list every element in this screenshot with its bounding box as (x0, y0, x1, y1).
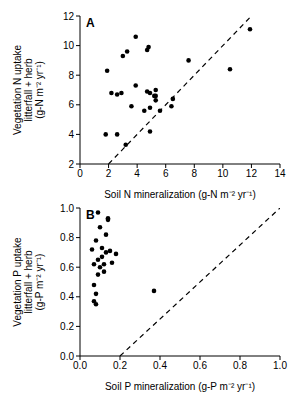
svg-text:14: 14 (274, 168, 286, 179)
svg-text:0.2: 0.2 (60, 321, 74, 332)
svg-text:0.6: 0.6 (60, 262, 74, 273)
svg-text:8: 8 (192, 168, 198, 179)
svg-text:0.0: 0.0 (60, 351, 74, 362)
svg-text:12: 12 (63, 11, 75, 22)
svg-text:1.0: 1.0 (273, 360, 287, 371)
svg-text:2: 2 (68, 159, 74, 170)
svg-text:Vegetation P uptake: Vegetation P uptake (12, 237, 23, 327)
svg-text:litterfall + herb: litterfall + herb (23, 250, 34, 314)
html-text:B: B (86, 208, 95, 222)
svg-text:1.0: 1.0 (60, 203, 74, 214)
svg-text:Soil N mineralization (g-N m⁻²: Soil N mineralization (g-N m⁻² yr⁻¹) (104, 189, 256, 200)
svg-text:2: 2 (106, 168, 112, 179)
svg-text:6: 6 (68, 99, 74, 110)
svg-text:0.6: 0.6 (193, 360, 207, 371)
svg-text:Soil P mineralization (g-P m⁻²: Soil P mineralization (g-P m⁻² yr⁻¹) (105, 381, 255, 392)
svg-text:0.4: 0.4 (153, 360, 167, 371)
svg-text:0: 0 (77, 168, 83, 179)
svg-text:(g-P m⁻² yr⁻¹): (g-P m⁻² yr⁻¹) (34, 254, 45, 311)
svg-text:10: 10 (217, 168, 229, 179)
svg-text:4: 4 (134, 168, 140, 179)
svg-text:0.8: 0.8 (233, 360, 247, 371)
svg-text:12: 12 (246, 168, 258, 179)
svg-text:0.0: 0.0 (73, 360, 87, 371)
svg-text:4: 4 (68, 129, 74, 140)
svg-text:0.8: 0.8 (60, 232, 74, 243)
svg-text:8: 8 (68, 70, 74, 81)
svg-text:litterfall + herb: litterfall + herb (23, 58, 34, 122)
svg-text:Vegetation N uptake: Vegetation N uptake (12, 45, 23, 136)
html-text:A: A (86, 16, 95, 30)
svg-text:0.4: 0.4 (60, 291, 74, 302)
svg-text:(g-N m⁻² yr⁻¹): (g-N m⁻² yr⁻¹) (34, 61, 45, 119)
svg-text:0.2: 0.2 (113, 360, 127, 371)
svg-text:10: 10 (63, 40, 75, 51)
svg-text:6: 6 (163, 168, 169, 179)
